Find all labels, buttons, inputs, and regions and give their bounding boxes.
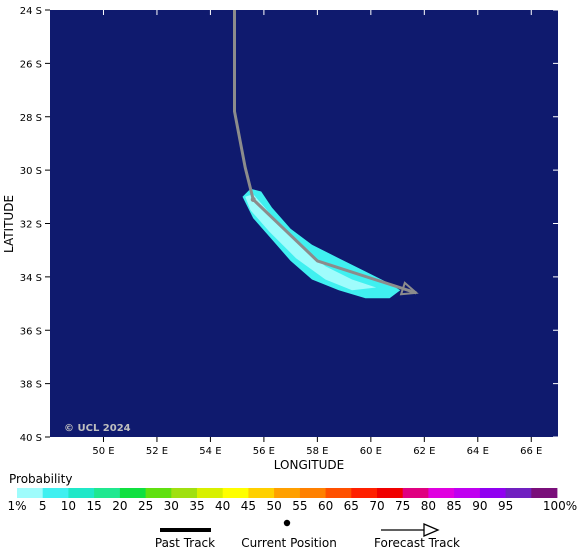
legend-swatch [428,488,455,498]
legend-value-label: 35 [189,499,204,513]
legend-swatch [17,488,44,498]
lat-tick-label: 40 S [20,433,42,444]
legend-swatch [222,488,249,498]
legend-value-label: 25 [138,499,153,513]
lat-tick-label: 32 S [20,220,42,231]
probability-legend: 1% 5 10 15 20 25 30 35 40 45 50 55 60 65 70 75 80 85 90 95 1… [7,488,577,513]
current-position-dot [283,519,291,527]
past-track-label: Past Track [155,536,215,550]
legend-swatch [197,488,224,498]
lat-tick-label: 34 S [20,273,42,284]
legend-value-label: 10 [61,499,76,513]
legend-value-label: 15 [86,499,101,513]
legend-value-label: 90 [472,499,487,513]
lon-tick-label: 52 E [146,446,168,457]
axis-ticks: 50 E 52 E 54 E 56 E 58 E 60 E 62 E 64 E 66 E 24 S… [20,6,558,457]
legend-value-label: 60 [318,499,333,513]
current-position-label: Current Position [241,536,337,550]
legend-value-label: 100% [543,499,577,513]
storm-track [233,10,419,296]
copyright-label: © UCL 2024 [64,423,131,434]
current-position-key: Current Position [241,519,337,550]
legend-value-label: 85 [446,499,461,513]
lon-tick-label: 62 E [413,446,435,457]
x-axis-title: LONGITUDE [274,458,344,472]
track-line [233,10,417,295]
legend-swatch [505,488,532,498]
legend-value-label: 70 [369,499,384,513]
lat-tick-label: 24 S [20,6,42,17]
y-axis-title: LATITUDE [2,195,16,253]
legend-swatch [171,488,198,498]
legend-swatch [479,488,506,498]
lon-tick-label: 58 E [306,446,328,457]
legend-swatch [454,488,481,498]
lon-tick-label: 64 E [467,446,489,457]
legend-value-label: 45 [241,499,256,513]
legend-swatch [94,488,121,498]
lat-tick-label: 26 S [20,59,42,70]
lat-tick-label: 30 S [20,166,42,177]
legend-swatch [274,488,301,498]
legend-swatch [145,488,172,498]
lon-tick-label: 60 E [360,446,382,457]
legend-swatch [377,488,404,498]
legend-value-label: 80 [421,499,436,513]
legend-swatch [42,488,69,498]
map-background [50,10,558,437]
legend-swatch [68,488,95,498]
track-arrowhead [399,281,419,296]
lon-tick-label: 50 E [92,446,114,457]
lon-tick-label: 66 E [520,446,542,457]
lat-tick-label: 36 S [20,326,42,337]
legend-swatch [531,488,558,498]
legend-value-label: 5 [39,499,47,513]
probability-area-outer [242,188,401,299]
legend-swatch [248,488,275,498]
lon-tick-label: 54 E [199,446,221,457]
lat-tick-label: 38 S [20,380,42,391]
legend-swatch [325,488,352,498]
legend-value-label: 50 [266,499,281,513]
legend-value-label: 65 [344,499,359,513]
legend-value-label: 75 [395,499,410,513]
forecast-arrowhead [423,523,440,537]
legend-swatch [351,488,378,498]
legend-swatch [299,488,326,498]
legend-swatch [402,488,429,498]
past-track-key: Past Track [155,528,215,550]
legend-value-label: 20 [112,499,127,513]
legend-value-label: 55 [292,499,307,513]
lon-tick-label: 56 E [253,446,275,457]
legend-value-label: 40 [215,499,230,513]
lat-tick-label: 28 S [20,113,42,124]
legend-value-label: 1% [7,499,26,513]
legend-title: Probability [9,472,72,486]
legend-value-label: 95 [498,499,513,513]
forecast-track-key: Forecast Track [374,523,460,550]
forecast-track-label: Forecast Track [374,536,460,550]
legend-swatch [119,488,146,498]
legend-value-label: 30 [164,499,179,513]
current-position-marker [250,197,256,202]
